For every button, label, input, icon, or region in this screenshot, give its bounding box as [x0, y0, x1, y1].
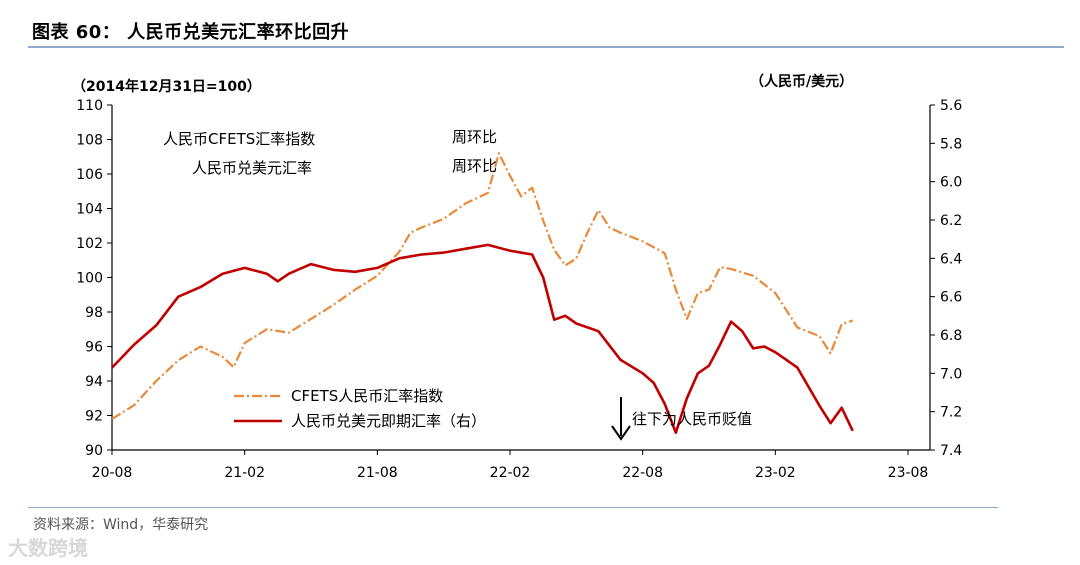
right-tick-label: 5.6 [940, 98, 962, 114]
left-tick-label: 102 [76, 236, 103, 252]
right-tick-label: 5.8 [940, 136, 962, 152]
right-tick-label: 7.2 [940, 405, 962, 421]
left-tick-label: 98 [85, 305, 103, 321]
right-tick-label: 6.8 [940, 328, 962, 344]
figure-title: 图表 60： 人民币兑美元汇率环比回升 [32, 22, 350, 43]
x-tick-label: 21-02 [224, 465, 265, 481]
x-tick-label: 21-08 [357, 465, 398, 481]
right-tick-label: 7.4 [940, 443, 962, 459]
source-note: 资料来源：Wind，华泰研究 [33, 517, 209, 533]
source-rule [28, 507, 998, 508]
left-axis-label: （2014年12月31日=100） [72, 78, 261, 95]
cfets-annotation: 人民币CFETS汇率指数 [163, 130, 315, 148]
depreciation-note: 往下为人民币贬值 [632, 410, 752, 428]
usdcny-change-annotation: 周环比 [452, 157, 497, 175]
left-tick-label: 100 [76, 271, 103, 287]
legend-label-cfets: CFETS人民币汇率指数 [291, 387, 443, 405]
left-tick-label: 108 [76, 133, 103, 149]
title-rule [28, 46, 1064, 48]
legend-label-usdcny: 人民币兑美元即期汇率（右） [291, 412, 486, 430]
left-tick-label: 106 [76, 167, 103, 183]
right-axis-label: （人民币/美元） [750, 73, 853, 90]
cfets-index-line [111, 152, 854, 420]
x-tick-label: 23-02 [755, 465, 796, 481]
left-tick-label: 110 [76, 98, 103, 114]
x-tick-label: 23-08 [888, 465, 929, 481]
usdcny-spot-line [111, 243, 854, 434]
usdcny-annotation: 人民币兑美元汇率 [192, 159, 312, 177]
right-tick-label: 6.2 [940, 213, 962, 229]
left-tick-label: 96 [85, 340, 103, 356]
left-tick-label: 90 [85, 443, 103, 459]
down-arrow-icon [611, 397, 631, 441]
right-tick-label: 6.4 [940, 251, 962, 267]
x-tick-label: 22-02 [490, 465, 531, 481]
watermark: 大数跨境 [8, 536, 88, 560]
right-tick-label: 6.6 [940, 290, 962, 306]
right-tick-label: 6.0 [940, 175, 962, 191]
x-tick-label: 20-08 [92, 465, 133, 481]
left-tick-label: 104 [76, 202, 103, 218]
left-tick-label: 94 [85, 374, 103, 390]
left-tick-label: 92 [85, 409, 103, 425]
cfets-change-annotation: 周环比 [452, 128, 497, 146]
x-tick-label: 22-08 [622, 465, 663, 481]
right-tick-label: 7.0 [940, 366, 962, 382]
